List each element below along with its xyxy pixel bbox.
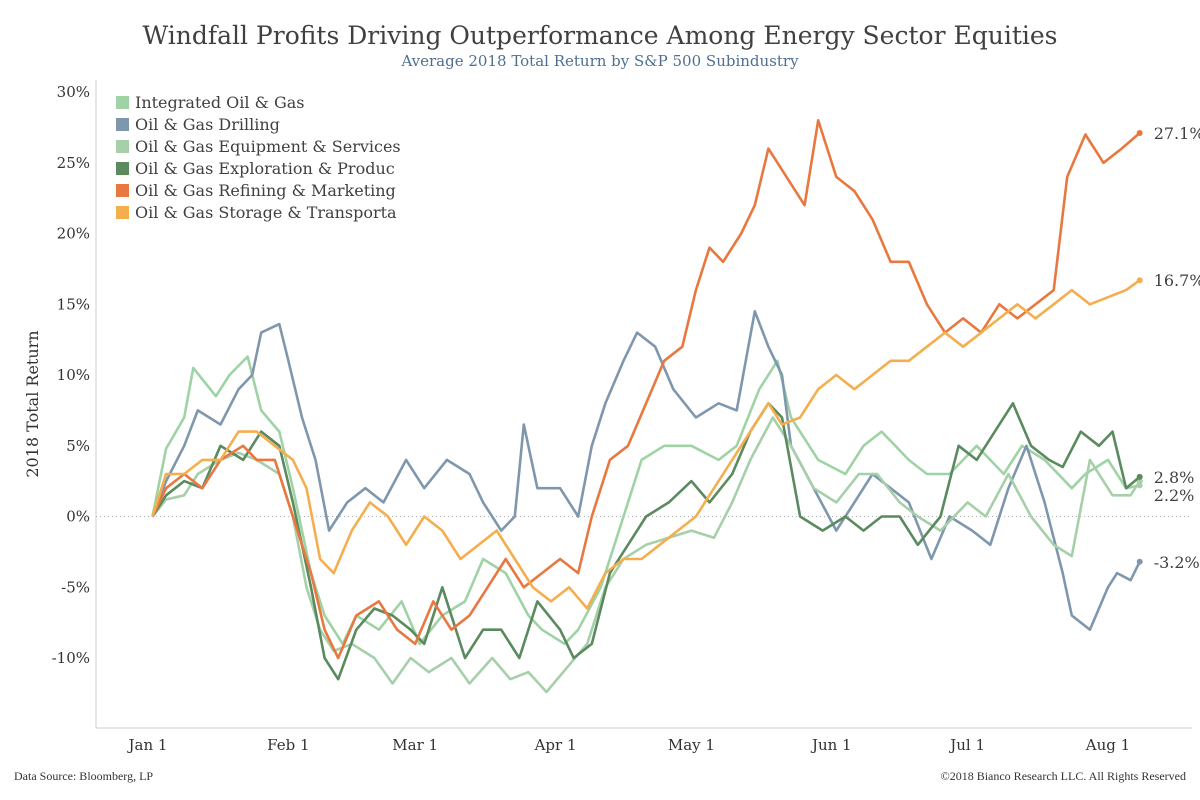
y-tick-label: 5% — [66, 437, 90, 455]
x-tick-label: Jul 1 — [948, 736, 985, 754]
end-label-5: 16.7% — [1154, 271, 1200, 290]
legend-swatch-3 — [116, 162, 129, 175]
end-label-1: -3.2% — [1154, 553, 1200, 572]
end-labels: 27.1% 16.7% 2.8%2.2% -3.2% — [1154, 124, 1200, 572]
x-tick-label: May 1 — [668, 736, 715, 754]
x-tick-label: Jan 1 — [127, 736, 168, 754]
y-tick-label: 15% — [57, 295, 90, 313]
series-group — [151, 119, 1143, 694]
series-end-point-1 — [1136, 558, 1143, 565]
x-tick-label: Mar 1 — [392, 736, 438, 754]
series-line-2 — [151, 416, 1141, 694]
end-label-3: 2.8% — [1154, 468, 1195, 487]
plot-area — [95, 80, 1192, 729]
series-end-point-3 — [1136, 473, 1143, 480]
y-tick-labels: -10% -5% 0% 5% 10% 15% 20% 25% 30% — [52, 83, 90, 667]
series-line-4 — [151, 119, 1141, 660]
legend: Integrated Oil & Gas Oil & Gas Drilling Oi… — [116, 93, 401, 222]
legend-swatch-1 — [116, 118, 129, 131]
series-line-5 — [151, 279, 1141, 610]
y-tick-label: 10% — [57, 366, 90, 384]
y-tick-label: 0% — [66, 508, 90, 526]
y-axis-label: 2018 Total Return — [23, 330, 42, 477]
legend-entry-4: Oil & Gas Refining & Marketing — [135, 181, 396, 200]
legend-entry-5: Oil & Gas Storage & Transporta — [135, 203, 397, 222]
data-source: Data Source: Bloomberg, LP — [14, 769, 153, 783]
y-tick-label: -5% — [61, 578, 90, 596]
y-tick-label: 30% — [57, 83, 90, 101]
y-tick-label: 20% — [57, 225, 90, 243]
series-line-1 — [151, 310, 1141, 631]
series-line-3 — [151, 402, 1141, 681]
legend-entry-0: Integrated Oil & Gas — [135, 93, 304, 112]
x-tick-label: Jun 1 — [810, 736, 852, 754]
series-line-0 — [151, 355, 1140, 646]
end-label-0: 2.2% — [1154, 486, 1195, 505]
copyright: ©2018 Bianco Research LLC. All Rights Re… — [941, 769, 1186, 783]
x-tick-label: Apr 1 — [534, 736, 577, 754]
legend-entry-3: Oil & Gas Exploration & Produc — [135, 159, 395, 178]
y-tick-label: 25% — [57, 154, 90, 172]
x-tick-labels: Jan 1 Feb 1 Mar 1 Apr 1 May 1 Jun 1 Jul 1 Aug 1 — [127, 736, 1131, 754]
legend-swatch-4 — [116, 184, 129, 197]
legend-swatch-5 — [116, 206, 129, 219]
legend-swatch-0 — [116, 96, 129, 109]
x-tick-label: Feb 1 — [267, 736, 309, 754]
y-tick-label: -10% — [52, 649, 90, 667]
legend-entry-2: Oil & Gas Equipment & Services — [135, 137, 401, 156]
end-label-4: 27.1% — [1154, 124, 1200, 143]
legend-swatch-2 — [116, 140, 129, 153]
x-tick-label: Aug 1 — [1085, 736, 1130, 754]
legend-entry-1: Oil & Gas Drilling — [135, 115, 280, 134]
chart-title: Windfall Profits Driving Outperformance … — [142, 21, 1057, 50]
series-end-point-4 — [1136, 130, 1143, 137]
series-end-point-5 — [1136, 277, 1143, 284]
chart-subtitle: Average 2018 Total Return by S&P 500 Sub… — [400, 52, 799, 70]
